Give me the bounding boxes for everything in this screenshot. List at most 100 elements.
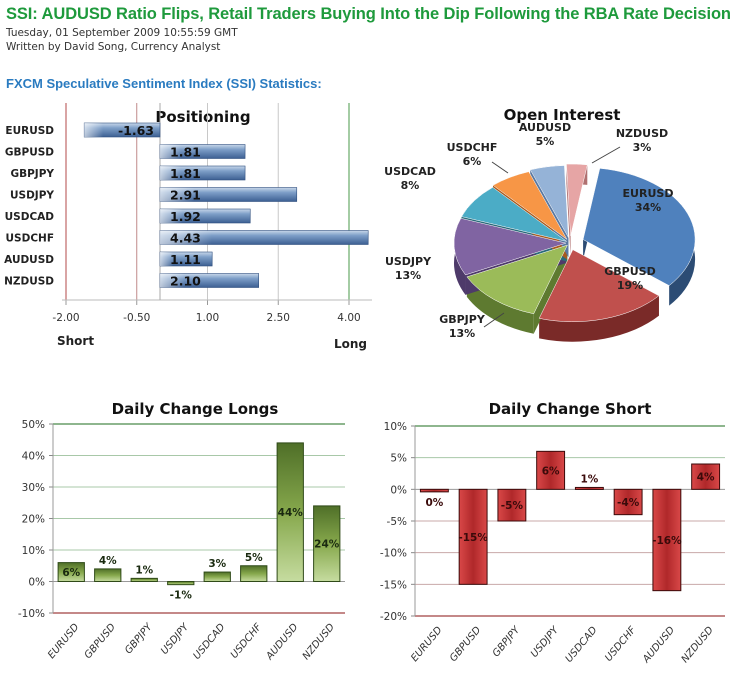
pie-label-name: GBPJPY (439, 313, 486, 326)
daily-change-longs-chart: Daily Change Longs -10% 0% 10% 20% 30% 40% 50%… (18, 400, 345, 663)
pie-label-value: 13% (449, 327, 475, 340)
category-label: GBPJPY (10, 168, 54, 180)
bar (130, 577, 158, 583)
pie-slice (461, 187, 567, 242)
pie-label-name: EURUSD (623, 187, 674, 200)
positioning-bar-highlight (160, 252, 213, 266)
x-category-label: EURUSD (409, 625, 445, 664)
y-tick-label: -5% (387, 516, 407, 528)
pie-slice-wall (566, 164, 571, 257)
pie-slice (566, 163, 588, 237)
y-tick-label: 0% (390, 484, 407, 496)
positioning-bar-highlight (160, 187, 297, 202)
y-tick-label: -10% (18, 608, 45, 620)
longs-bars (57, 442, 341, 586)
value-label: 2.91 (170, 188, 201, 203)
pie-slice-side (466, 276, 534, 334)
bar (613, 488, 643, 516)
y-tick-label: -20% (380, 611, 407, 623)
pie-slice-side (539, 295, 659, 342)
data-label: -16% (652, 535, 682, 547)
y-tick-label: 5% (390, 453, 407, 465)
pie-slice (492, 171, 568, 240)
positioning-labels: EURUSD -1.63 GBPUSD 1.81 GBPJPY 1.81 USDJPY 2.9… (4, 123, 201, 289)
x-category-label: GBPUSD (448, 625, 484, 664)
data-label: -4% (617, 497, 640, 509)
bar (574, 486, 604, 490)
pie-slice (529, 165, 569, 238)
y-tick-label: 10% (22, 545, 45, 557)
pie-label-name: NZDUSD (616, 127, 668, 140)
pie-label-value: 19% (617, 279, 643, 292)
positioning-grid: -2.00 -0.50 1.00 2.50 4.00 (52, 103, 372, 324)
x-tick-label: 4.00 (337, 312, 360, 324)
x-tick-label: 1.00 (196, 312, 219, 324)
x-category-label: EURUSD (46, 622, 82, 661)
pie-label-name: USDCAD (384, 165, 436, 178)
positioning-bars (83, 122, 369, 288)
bar (691, 463, 721, 490)
positioning-bar-highlight (84, 123, 160, 137)
data-label: 5% (245, 552, 263, 564)
positioning-bar-highlight (160, 166, 246, 180)
pie-label-value: 34% (635, 201, 661, 214)
data-label: 4% (697, 472, 715, 484)
x-category-label: USDCHF (229, 622, 264, 661)
value-label: 1.92 (170, 209, 201, 224)
short-bars (419, 450, 721, 592)
leader-line (483, 312, 505, 328)
category-label: USDCAD (5, 211, 55, 223)
data-label: -15% (458, 532, 488, 544)
x-tick-label: 2.50 (267, 312, 290, 324)
y-tick-label: -10% (380, 548, 407, 560)
data-label: -5% (501, 500, 524, 512)
data-label: 44% (278, 507, 304, 519)
y-tick-label: 20% (22, 514, 45, 526)
data-label: 0% (425, 497, 443, 509)
pie-label-name: USDCHF (447, 141, 498, 154)
section-heading: FXCM Speculative Sentiment Index (SSI) S… (6, 76, 322, 91)
x-category-label: GBPJPY (123, 621, 155, 656)
pie-slice (582, 168, 696, 286)
data-label: 24% (314, 539, 340, 551)
bar (240, 565, 268, 582)
value-label: 2.10 (170, 274, 201, 289)
daily-change-longs-title: Daily Change Longs (112, 400, 279, 418)
category-label: EURUSD (5, 125, 54, 137)
x-category-label: GBPUSD (83, 622, 119, 661)
bar (276, 442, 304, 583)
y-tick-label: 0% (28, 577, 45, 589)
category-label: AUDUSD (4, 254, 54, 266)
value-label: -1.63 (118, 123, 154, 138)
positioning-bar-highlight (160, 144, 246, 159)
bar (203, 571, 231, 583)
pie-label-value: 6% (463, 155, 482, 168)
data-label: 1% (135, 564, 153, 576)
article-title: SSI: AUDUSD Ratio Flips, Retail Traders … (6, 5, 731, 23)
pie-labels: EURUSD34%GBPUSD19%GBPJPY13%USDJPY13%USDC… (384, 121, 673, 340)
x-tick-label: -2.00 (52, 312, 79, 324)
y-tick-label: 30% (22, 482, 45, 494)
value-label: 1.81 (170, 166, 201, 181)
value-label: 1.81 (170, 145, 201, 160)
category-label: USDJPY (10, 190, 54, 202)
bar (419, 488, 449, 493)
article-author: Written by David Song, Currency Analyst (6, 41, 221, 53)
open-interest-title: Open Interest (504, 106, 621, 124)
x-tick-label: -0.50 (123, 312, 150, 324)
x-category-label: AUDUSD (264, 622, 301, 663)
bar (458, 488, 488, 585)
pie-slice (453, 218, 567, 276)
pie-label-name: GBPUSD (604, 265, 655, 278)
data-label: 1% (580, 473, 598, 485)
x-category-label: USDCHF (603, 625, 638, 664)
data-label: 6% (542, 465, 560, 477)
pie-slice (466, 244, 568, 315)
y-tick-label: -15% (380, 579, 407, 591)
leader-line (491, 161, 509, 174)
x-category-label: USDJPY (529, 624, 561, 660)
pie-label-value: 5% (536, 135, 555, 148)
pie-slices (453, 163, 696, 342)
data-label: -1% (170, 590, 193, 602)
